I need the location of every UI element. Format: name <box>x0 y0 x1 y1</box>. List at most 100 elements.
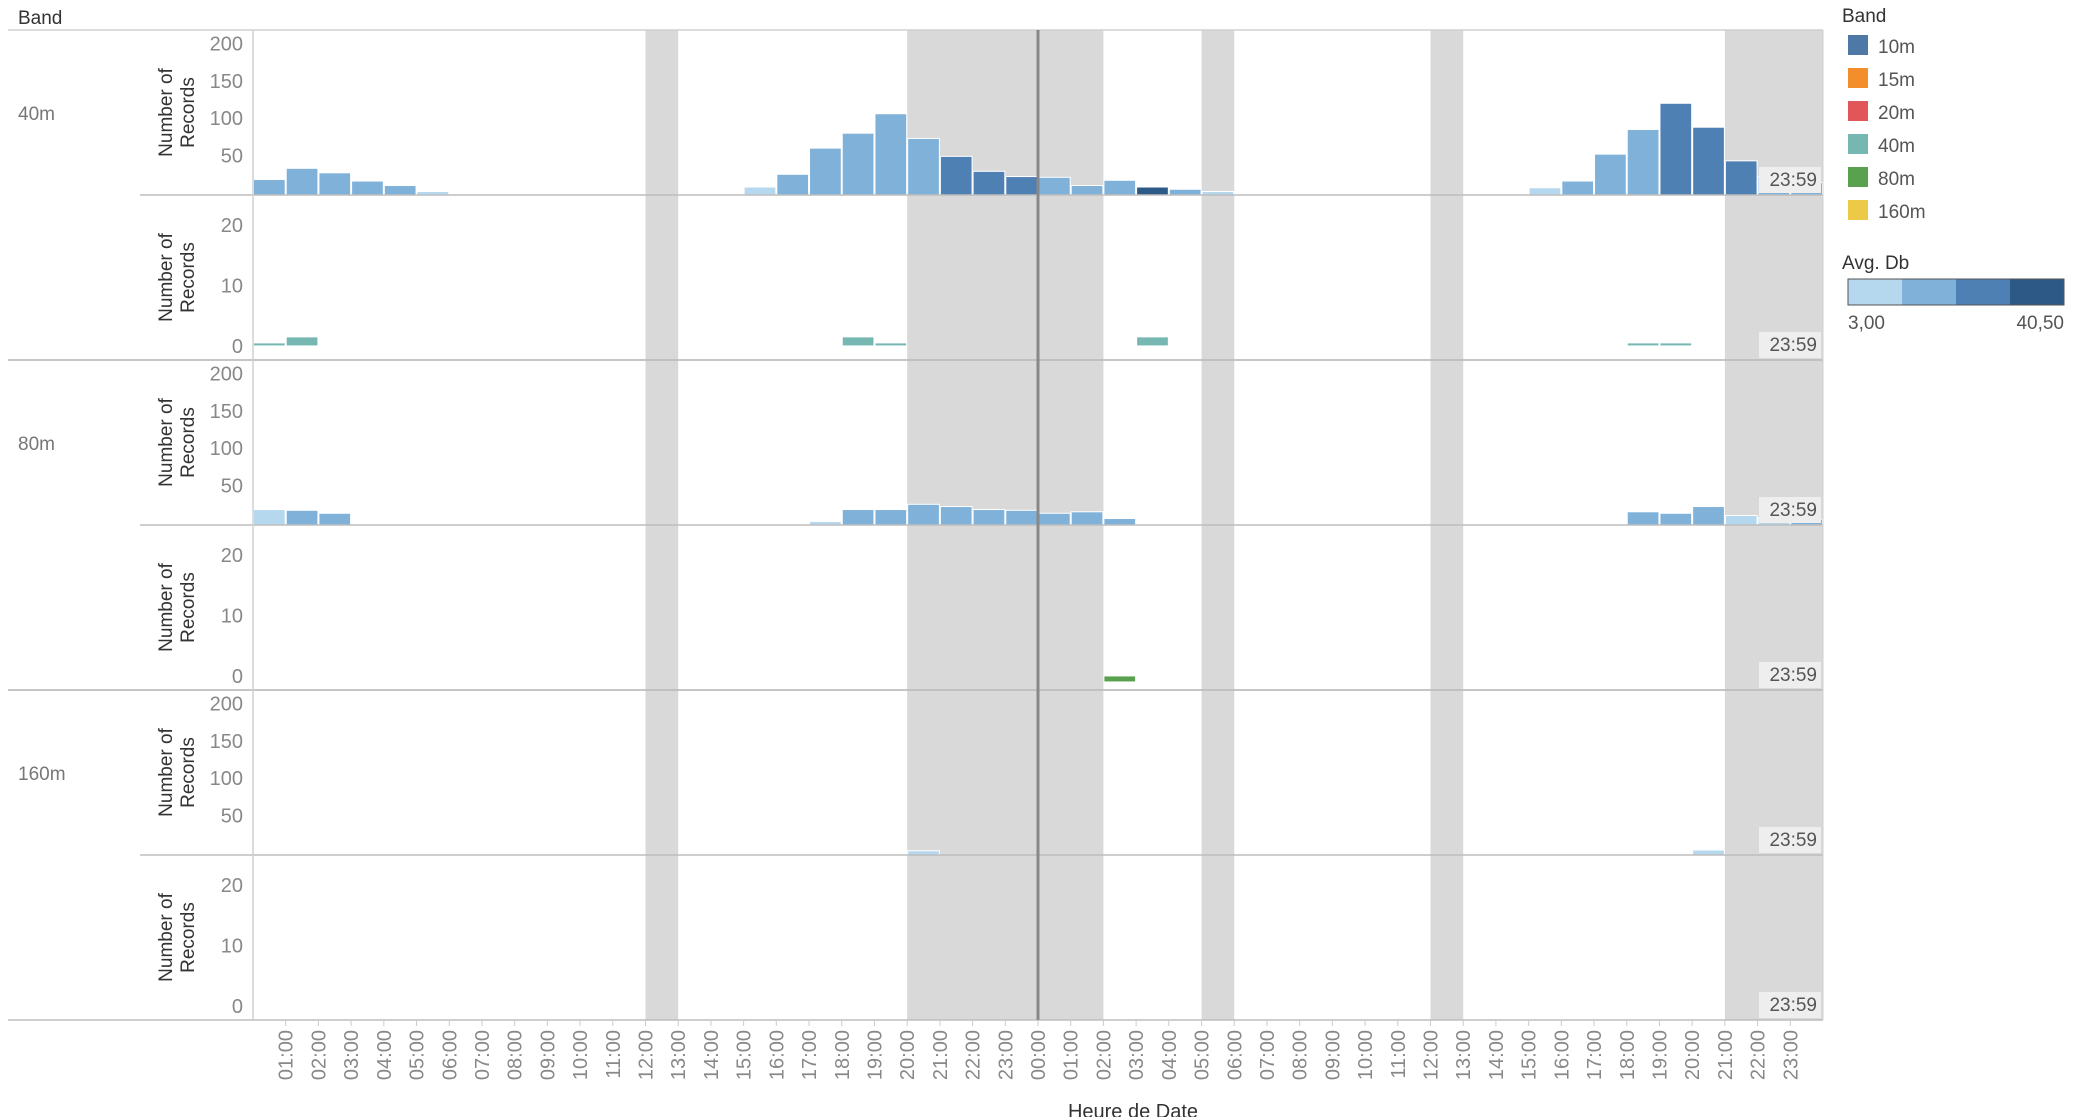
y-tick-label: 150 <box>210 401 243 423</box>
y-tick-label: 100 <box>210 108 243 130</box>
y-axis-title: Number ofRecords <box>156 727 199 816</box>
end-label: 23:59 <box>1769 500 1817 521</box>
bar <box>253 342 286 347</box>
legend-band-items: 10m 15m 20m 40m 80m 160m <box>1848 35 1926 223</box>
bar <box>1724 515 1758 526</box>
end-label: 23:59 <box>1769 170 1817 191</box>
legend-ramp-step <box>2010 279 2064 305</box>
x-tick-label: 12:00 <box>636 1030 658 1080</box>
legend-ramp-step <box>1956 279 2010 305</box>
bar <box>841 336 875 347</box>
x-tick-label: 03:00 <box>341 1030 363 1080</box>
end-label-bg <box>1759 992 1821 1018</box>
x-tick-label: 06:00 <box>1224 1030 1246 1080</box>
y-axis-title-line2: Records <box>178 572 199 643</box>
x-tick-label: 12:00 <box>1421 1030 1443 1080</box>
x-tick-label: 15:00 <box>734 1030 756 1080</box>
y-axis-title-line2: Records <box>178 737 199 808</box>
bar <box>1659 102 1693 196</box>
x-tick-label: 14:00 <box>701 1030 723 1080</box>
x-tick-label: 20:00 <box>897 1030 919 1080</box>
x-tick-label: 01:00 <box>1061 1030 1083 1080</box>
bar <box>939 506 973 526</box>
y-tick-label: 150 <box>210 71 243 93</box>
legend-db-max: 40,50 <box>2016 313 2064 334</box>
bar <box>1528 187 1562 196</box>
y-tick-label: 100 <box>210 768 243 790</box>
end-label: 23:59 <box>1769 665 1817 686</box>
x-tick-label: 07:00 <box>472 1030 494 1080</box>
x-tick-label: 08:00 <box>1290 1030 1312 1080</box>
legend-item-label: 10m <box>1878 37 1915 58</box>
bar <box>318 512 352 526</box>
x-tick-label: 04:00 <box>374 1030 396 1080</box>
x-tick-label: 04:00 <box>1159 1030 1181 1080</box>
x-tick-label: 19:00 <box>1649 1030 1671 1080</box>
bar <box>1561 180 1595 196</box>
bar <box>1692 126 1725 196</box>
end-label-bg <box>1759 332 1821 358</box>
x-tick-label: 13:00 <box>668 1030 690 1080</box>
x-tick-label: 21:00 <box>930 1030 952 1080</box>
legend-ramp-border <box>1847 278 2065 306</box>
legend-ramp-step <box>1848 279 1902 305</box>
x-tick-label: 02:00 <box>308 1030 330 1080</box>
x-tick-label: 05:00 <box>407 1030 429 1080</box>
legend-item-label: 15m <box>1878 70 1915 91</box>
y-axis-title-line1: Number of <box>156 727 177 816</box>
x-tick-label: 21:00 <box>1715 1030 1737 1080</box>
x-tick-label: 05:00 <box>1192 1030 1214 1080</box>
y-axis-title-line2: Records <box>178 407 199 478</box>
end-label: 23:59 <box>1769 335 1817 356</box>
bar <box>1626 342 1660 347</box>
band-row-label: 80m <box>18 434 55 455</box>
x-tick-label: 17:00 <box>1584 1030 1606 1080</box>
y-tick-label: 0 <box>232 336 243 358</box>
bar <box>1724 160 1758 196</box>
x-tick-label: 18:00 <box>832 1030 854 1080</box>
bar <box>939 155 973 196</box>
y-tick-label: 0 <box>232 666 243 688</box>
bar <box>841 132 875 196</box>
legend-item-label: 20m <box>1878 103 1915 124</box>
y-tick-label: 20 <box>221 215 243 237</box>
bar <box>1168 188 1202 196</box>
legend-db-title: Avg. Db <box>1842 253 1909 274</box>
y-tick-label: 100 <box>210 438 243 460</box>
bar <box>972 509 1006 526</box>
bar <box>1626 511 1660 526</box>
x-tick-label: 19:00 <box>864 1030 886 1080</box>
y-axis-title-line1: Number of <box>156 397 177 486</box>
bar <box>1136 336 1169 347</box>
bar <box>972 170 1006 196</box>
bar <box>285 336 319 347</box>
x-tick-label: 16:00 <box>1551 1030 1573 1080</box>
x-tick-label: 10:00 <box>1355 1030 1377 1080</box>
end-label: 23:59 <box>1769 830 1817 851</box>
x-tick-label: 13:00 <box>1453 1030 1475 1080</box>
y-axis-title-line1: Number of <box>156 67 177 156</box>
x-tick-label: 07:00 <box>1257 1030 1279 1080</box>
y-axis-title-line1: Number of <box>156 562 177 651</box>
band-row-label: 160m <box>18 764 66 785</box>
bar <box>874 113 908 196</box>
x-tick-label: 08:00 <box>505 1030 527 1080</box>
legend-item-label: 160m <box>1878 202 1926 223</box>
bar <box>1594 153 1627 196</box>
end-label-bg <box>1759 662 1821 688</box>
y-tick-label: 200 <box>210 363 243 385</box>
x-tick-label: 02:00 <box>1093 1030 1115 1080</box>
legend-swatch <box>1848 68 1868 88</box>
end-label-bg <box>1759 827 1821 853</box>
x-tick-label: 11:00 <box>1388 1030 1410 1079</box>
bar <box>351 180 384 196</box>
y-tick-label: 10 <box>221 276 243 298</box>
end-label-bg <box>1759 497 1821 523</box>
legend: Band 10m 15m 20m 40m 80m 160m Avg. Db 3,00 40… <box>1842 6 2065 334</box>
legend-band-title: Band <box>1842 6 1886 27</box>
legend-db-ramp <box>1847 278 2065 306</box>
y-axis-title: Number ofRecords <box>156 562 199 651</box>
x-tick-label: 09:00 <box>537 1030 559 1080</box>
y-axis-title-line2: Records <box>178 77 199 148</box>
legend-db-min: 3,00 <box>1848 313 1885 334</box>
